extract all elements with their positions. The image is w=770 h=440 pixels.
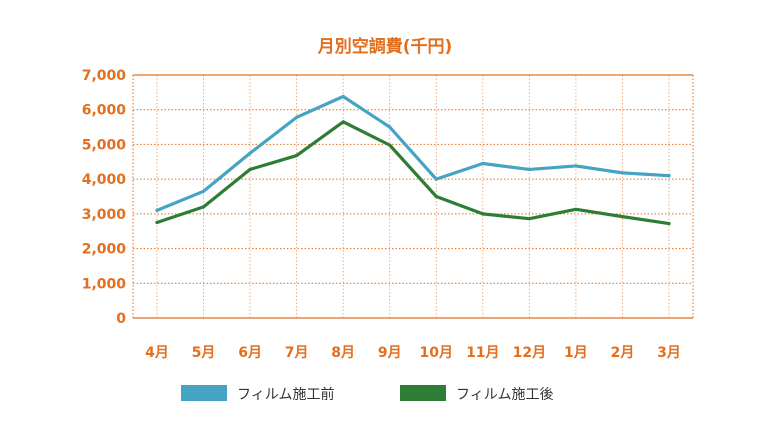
data-point <box>434 177 438 181</box>
legend-label: フィルム施工前 <box>237 386 334 403</box>
y-tick-label: 7,000 <box>82 68 127 84</box>
data-point <box>248 167 252 172</box>
x-axis-ticks: 4月 5月 6月 7月 8月 9月 10月 11月 12月 1月 2月 3月 <box>145 345 681 361</box>
x-tick-label: 7月 <box>285 345 309 361</box>
legend-swatch <box>400 385 446 401</box>
data-point <box>155 220 159 225</box>
data-point <box>434 194 438 199</box>
data-point <box>667 174 671 178</box>
legend-label: フィルム施工後 <box>456 387 553 403</box>
series-line-0 <box>155 94 671 212</box>
y-tick-label: 6,000 <box>82 103 127 119</box>
data-point <box>527 217 531 221</box>
y-tick-label: 0 <box>116 311 126 327</box>
legend: フィルム施工前 フィルム施工後 <box>181 385 553 403</box>
data-point <box>574 164 578 168</box>
x-tick-label: 3月 <box>657 345 681 361</box>
legend-swatch <box>181 385 227 401</box>
x-tick-label: 5月 <box>192 345 216 361</box>
x-tick-label: 10月 <box>420 345 453 361</box>
y-tick-label: 4,000 <box>82 172 127 188</box>
x-tick-label: 2月 <box>611 345 635 361</box>
data-point <box>341 120 345 124</box>
x-tick-label: 11月 <box>466 345 499 361</box>
y-axis-ticks: 0 1,000 2,000 3,000 4,000 5,000 6,000 7,000 <box>82 68 127 327</box>
data-point <box>667 221 671 226</box>
x-tick-label: 8月 <box>331 345 355 361</box>
data-point <box>481 212 485 216</box>
y-tick-label: 3,000 <box>82 207 127 223</box>
data-point <box>201 205 206 209</box>
data-point <box>388 143 392 147</box>
series-line-1 <box>155 120 671 226</box>
data-point <box>201 189 206 193</box>
series-layer <box>155 94 671 226</box>
data-point <box>620 215 625 219</box>
data-point <box>295 115 299 119</box>
data-point <box>574 207 578 211</box>
y-tick-label: 2,000 <box>82 242 127 258</box>
data-point <box>527 167 531 172</box>
data-point <box>388 125 392 129</box>
data-point <box>155 208 159 212</box>
x-tick-label: 9月 <box>378 345 402 361</box>
x-tick-label: 4月 <box>145 345 169 361</box>
x-tick-label: 1月 <box>564 345 588 361</box>
x-tick-label: 12月 <box>513 345 546 361</box>
chart-title: 月別空調費(千円) <box>317 36 453 57</box>
data-point <box>481 161 485 166</box>
data-point <box>248 151 252 155</box>
data-point <box>620 171 625 175</box>
data-point <box>341 94 345 99</box>
y-tick-label: 5,000 <box>82 137 127 153</box>
y-tick-label: 1,000 <box>82 276 127 292</box>
data-point <box>295 153 299 158</box>
x-tick-label: 6月 <box>238 345 262 361</box>
